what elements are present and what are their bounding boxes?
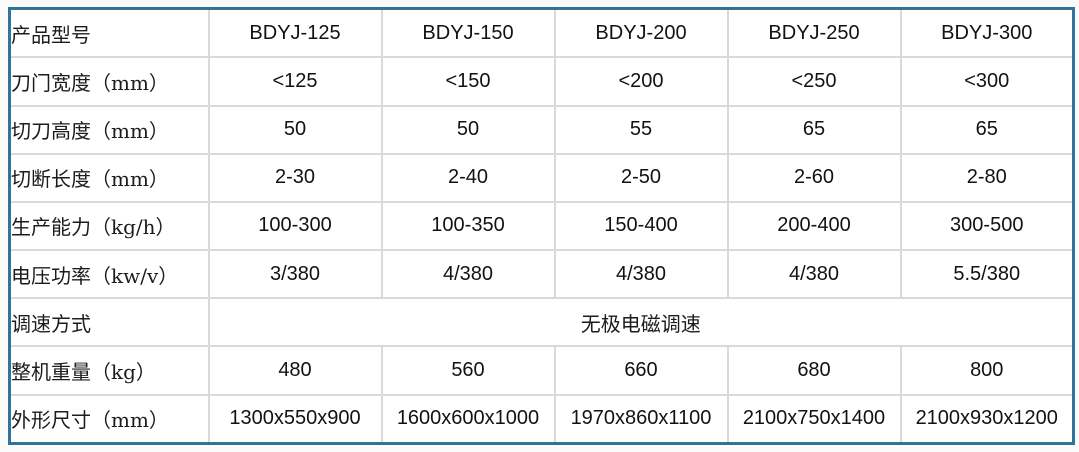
spec-cell: <125 xyxy=(207,56,383,107)
model-header-cell: BDYJ-150 xyxy=(380,7,556,59)
row-label: 刀门宽度（mm） xyxy=(8,56,210,107)
spec-cell: 50 xyxy=(207,104,383,155)
spec-cell: 4/380 xyxy=(380,249,556,300)
spec-cell: 2-30 xyxy=(207,152,383,203)
spec-cell: 100-350 xyxy=(380,200,556,252)
spec-cell: 2-60 xyxy=(726,152,902,203)
spec-cell: 660 xyxy=(553,345,729,396)
spec-cell: 55 xyxy=(553,104,729,155)
table-row-overall-dimensions: 外形尺寸（mm） 1300x550x900 1600x600x1000 1970… xyxy=(8,393,1075,445)
spec-cell: 150-400 xyxy=(553,200,729,252)
spec-cell: 2-40 xyxy=(380,152,556,203)
spec-cell: 4/380 xyxy=(726,249,902,300)
spec-cell: 65 xyxy=(899,104,1075,155)
row-label: 切断长度（mm） xyxy=(8,152,210,203)
table-row-cutter-height: 切刀高度（mm） 50 50 55 65 65 xyxy=(8,104,1075,155)
spec-cell: 300-500 xyxy=(899,200,1075,252)
table-row-production-capacity: 生产能力（kg/h） 100-300 100-350 150-400 200-4… xyxy=(8,200,1075,252)
spec-cell: 50 xyxy=(380,104,556,155)
spec-cell: 2100x750x1400 xyxy=(726,393,902,445)
row-label: 外形尺寸（mm） xyxy=(8,393,210,445)
product-spec-table: 产品型号 BDYJ-125 BDYJ-150 BDYJ-200 BDYJ-250… xyxy=(8,7,1075,445)
spec-cell: 1600x600x1000 xyxy=(380,393,556,445)
spec-cell: 2-80 xyxy=(899,152,1075,203)
spec-cell: <300 xyxy=(899,56,1075,107)
spec-cell: 560 xyxy=(380,345,556,396)
row-label-product-model: 产品型号 xyxy=(8,7,210,59)
spec-cell: 100-300 xyxy=(207,200,383,252)
spec-cell: 65 xyxy=(726,104,902,155)
table-row-voltage-power: 电压功率（kw/v） 3/380 4/380 4/380 4/380 5.5/3… xyxy=(8,249,1075,300)
table-row-speed-regulation: 调速方式 无极电磁调速 xyxy=(8,297,1075,348)
table-row-machine-weight: 整机重量（kg） 480 560 660 680 800 xyxy=(8,345,1075,396)
spec-cell: 1970x860x1100 xyxy=(553,393,729,445)
spec-cell: 800 xyxy=(899,345,1075,396)
spec-cell: 5.5/380 xyxy=(899,249,1075,300)
spec-cell: 680 xyxy=(726,345,902,396)
row-label: 电压功率（kw/v） xyxy=(8,249,210,300)
spec-cell: 3/380 xyxy=(207,249,383,300)
spec-cell: 1300x550x900 xyxy=(207,393,383,445)
row-label: 生产能力（kg/h） xyxy=(8,200,210,252)
table-row-knife-door-width: 刀门宽度（mm） <125 <150 <200 <250 <300 xyxy=(8,56,1075,107)
spec-cell: <250 xyxy=(726,56,902,107)
spec-cell: <200 xyxy=(553,56,729,107)
row-label: 切刀高度（mm） xyxy=(8,104,210,155)
spec-cell: 2-50 xyxy=(553,152,729,203)
model-header-cell: BDYJ-250 xyxy=(726,7,902,59)
spec-cell: 4/380 xyxy=(553,249,729,300)
spec-cell: 200-400 xyxy=(726,200,902,252)
merged-spec-cell: 无极电磁调速 xyxy=(207,297,1075,348)
table-row-cutting-length: 切断长度（mm） 2-30 2-40 2-50 2-60 2-80 xyxy=(8,152,1075,203)
model-header-cell: BDYJ-200 xyxy=(553,7,729,59)
row-label: 整机重量（kg） xyxy=(8,345,210,396)
model-header-cell: BDYJ-125 xyxy=(207,7,383,59)
spec-cell: 480 xyxy=(207,345,383,396)
row-label: 调速方式 xyxy=(8,297,210,348)
spec-cell: <150 xyxy=(380,56,556,107)
model-header-cell: BDYJ-300 xyxy=(899,7,1075,59)
table-header-row: 产品型号 BDYJ-125 BDYJ-150 BDYJ-200 BDYJ-250… xyxy=(8,7,1075,59)
spec-cell: 2100x930x1200 xyxy=(899,393,1075,445)
